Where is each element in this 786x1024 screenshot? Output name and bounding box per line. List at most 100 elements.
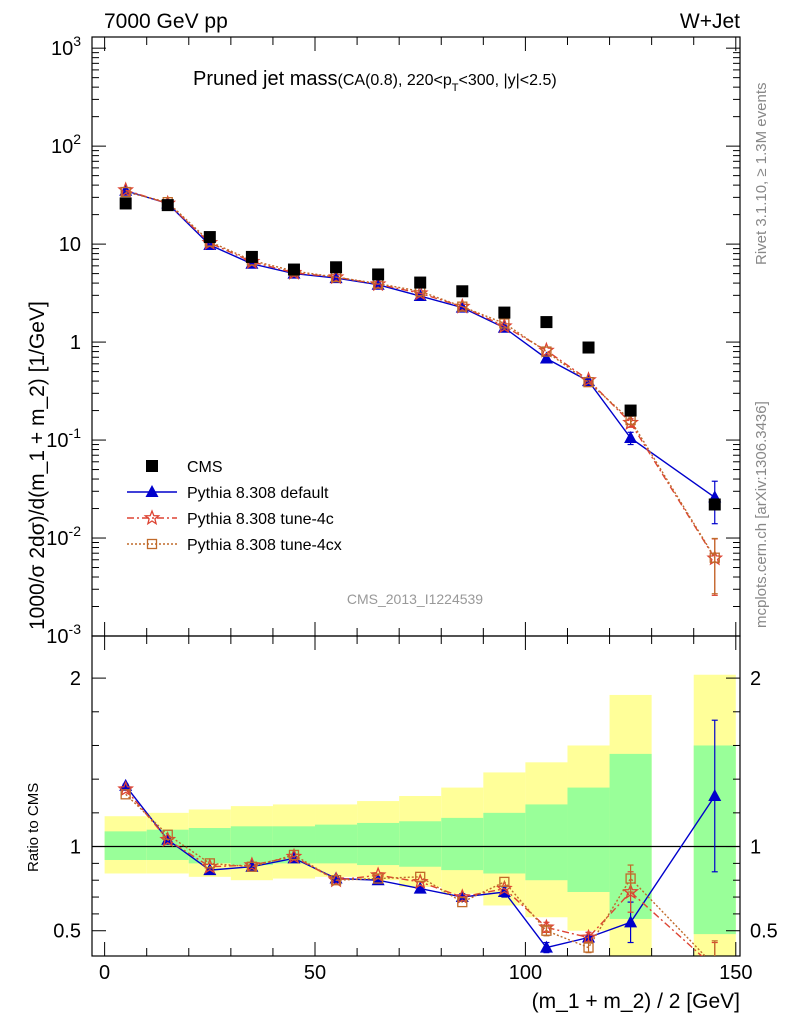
process-label: W+Jet — [680, 10, 740, 33]
energy-label: 7000 GeV pp — [104, 10, 228, 33]
data-point — [625, 873, 636, 884]
mcplots-label: mcplots.cern.ch [arXiv:1306.3436] — [753, 401, 770, 628]
plot-title-cuts: (CA(0.8), 220<p — [338, 72, 452, 89]
data-point — [330, 875, 342, 886]
data-point — [145, 485, 159, 497]
band-inner-bin — [315, 824, 358, 864]
data-point — [117, 780, 134, 797]
y-tick-label: 0.5 — [53, 921, 81, 943]
data-point — [330, 261, 343, 274]
data-point — [120, 186, 131, 198]
data-point — [624, 404, 637, 417]
data-point — [372, 873, 384, 884]
ratio-uncertainty-bands — [104, 674, 736, 956]
data-point — [708, 789, 722, 801]
data-point — [453, 888, 471, 905]
data-point — [582, 341, 595, 354]
x-axis-title: (m_1 + m_2) / 2 [GeV] — [532, 990, 740, 1013]
y-tick-label-right: 1 — [750, 837, 761, 859]
data-point — [710, 962, 719, 971]
data-point — [622, 883, 640, 900]
data-point — [541, 346, 552, 357]
y-tick-label: 1 — [70, 332, 81, 354]
y-ticks-main: 10-3 10-2 10-1 1 10 102 103 — [46, 33, 740, 648]
data-point — [583, 376, 594, 388]
legend-label: Pythia 8.308 default — [187, 485, 329, 502]
data-point — [372, 268, 385, 281]
y-tick-label: 10-3 — [46, 621, 81, 648]
band-inner-bin — [399, 821, 442, 867]
data-point — [204, 858, 215, 869]
legend-entry: Pythia 8.308 default — [127, 485, 329, 502]
band-inner-bin — [441, 817, 484, 871]
data-point — [119, 197, 132, 210]
series-line — [125, 191, 716, 559]
data-point — [457, 301, 468, 312]
data-point — [161, 199, 174, 212]
ratio-series-2 — [120, 789, 719, 971]
data-point — [146, 460, 158, 472]
y-axis-title-main: 1000/σ 2dσ)/d(m_1 + m_2) [1/GeV] — [26, 301, 49, 630]
x-ticks: 0 50 100 150 — [99, 37, 752, 984]
y-tick-label: 10-1 — [46, 425, 81, 452]
legend-label: Pythia 8.308 tune-4c — [187, 511, 334, 528]
x-tick-label: 0 — [99, 962, 110, 984]
y-tick-label-right: 0.5 — [750, 921, 778, 943]
main-plot-area: 10-3 10-2 10-1 1 10 102 103 — [46, 33, 741, 648]
data-point — [146, 538, 158, 550]
data-point — [369, 866, 387, 883]
data-point — [624, 915, 638, 928]
data-point — [708, 498, 721, 511]
rivet-label: Rivet 3.1.10, ≥ 1.3M events — [753, 83, 770, 266]
data-point — [709, 552, 720, 563]
y-tick-label: 103 — [51, 33, 81, 60]
data-point — [414, 276, 427, 289]
data-point — [539, 940, 553, 953]
data-point — [143, 509, 161, 526]
data-point — [499, 876, 510, 888]
series-line — [125, 793, 707, 956]
band-inner-bin — [483, 812, 526, 874]
data-point — [498, 306, 511, 319]
band-inner-bin — [357, 822, 400, 866]
data-point — [120, 789, 131, 800]
plot-title-cuts-suffix: <300, |y|<2.5) — [459, 72, 557, 89]
plot-title: Pruned jet mass(CA(0.8), 220<pT<300, |y|… — [193, 68, 557, 94]
legend-label: Pythia 8.308 tune-4cx — [187, 537, 342, 554]
ratio-plot-area: 0 50 100 150 0.5 0.5 1 1 2 2 — [53, 37, 778, 984]
data-point — [580, 928, 597, 945]
data-point — [499, 318, 510, 329]
plot-title-pt-subscript: T — [452, 82, 459, 94]
main-series — [117, 181, 724, 596]
plot-title-main: Pruned jet mass — [193, 68, 338, 90]
data-point — [246, 861, 258, 872]
data-point — [162, 829, 173, 840]
data-point — [541, 925, 552, 936]
data-point — [624, 430, 638, 443]
x-tick-label: 150 — [719, 962, 752, 984]
band-inner-bin — [188, 828, 231, 864]
data-point — [457, 896, 468, 908]
data-point — [583, 942, 594, 953]
series-line — [125, 788, 703, 956]
legend-label: CMS — [187, 459, 223, 476]
data-point — [540, 316, 553, 329]
data-point — [415, 871, 426, 882]
band-inner-bin — [104, 831, 147, 860]
data-point — [203, 231, 216, 244]
x-tick-label: 100 — [509, 962, 542, 984]
series-line — [125, 785, 716, 949]
ratio-series — [117, 719, 722, 971]
series-line — [125, 189, 716, 559]
y-tick-label: 102 — [51, 131, 81, 158]
legend-entry: Pythia 8.308 tune-4c — [127, 509, 334, 528]
y-tick-label: 2 — [70, 668, 81, 690]
y-tick-label: 10-2 — [46, 523, 81, 550]
data-point — [288, 849, 300, 861]
data-point — [245, 250, 258, 263]
series-0 — [119, 197, 721, 511]
ratio-frame — [91, 635, 741, 957]
x-tick-label: 50 — [304, 962, 326, 984]
data-point — [287, 263, 300, 276]
